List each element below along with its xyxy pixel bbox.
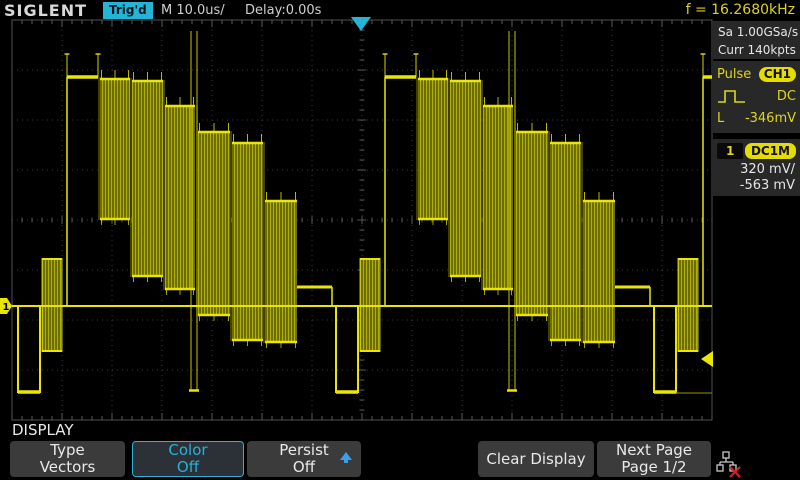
brand-logo: SIGLENT	[4, 1, 88, 20]
softkey-label: Type	[50, 441, 85, 459]
softkey-value: Vectors	[39, 458, 96, 476]
svg-text:1: 1	[3, 302, 10, 313]
softkey-label: Next Page	[615, 441, 693, 459]
trigger-position-marker[interactable]	[351, 17, 371, 31]
scope-markers: 1	[0, 17, 713, 367]
trigger-coupling: DC	[776, 88, 796, 104]
error-cross-icon	[729, 466, 741, 478]
softkey-type-vectors[interactable]: Type Vectors	[10, 441, 125, 477]
top-status-bar: SIGLENT Trig'd M 10.0us/ Delay:0.00s f =…	[0, 0, 800, 20]
lan-disconnected-icon	[716, 451, 741, 478]
frequency-counter: f = 16.2680kHz	[685, 2, 795, 18]
ch1-waveform	[12, 31, 712, 394]
trigger-level-value: -346mV	[744, 110, 796, 126]
softkey-label: Color	[168, 441, 208, 459]
softkey-clear-display[interactable]: Clear Display	[478, 441, 594, 477]
trigger-status-badge: Trig'd	[103, 2, 153, 19]
acquisition-info-box: Sa 1.00GSa/s Curr 140kpts	[713, 21, 800, 59]
softkey-next-page[interactable]: Next Page Page 1/2	[597, 441, 711, 477]
softkey-label: Persist	[279, 441, 329, 459]
timebase-readout: M 10.0us/	[161, 3, 225, 18]
channel-offset: -563 mV	[739, 178, 795, 193]
delay-readout: Delay:0.00s	[245, 3, 322, 18]
channel-coupling-badge: DC1M	[744, 143, 796, 159]
trigger-type: Pulse	[717, 66, 752, 82]
channel-number-badge: 1	[717, 143, 744, 159]
channel-info-box[interactable]: 1 DC1M 320 mV/ -563 mV	[713, 139, 800, 196]
channel1-position-marker[interactable]: 1	[0, 298, 12, 314]
softkey-value: Page 1/2	[621, 458, 687, 476]
softkey-label: Clear Display	[486, 449, 586, 468]
menu-title: DISPLAY	[12, 421, 74, 439]
trigger-level-marker[interactable]	[701, 351, 713, 367]
channel-scale: 320 mV/	[740, 162, 795, 177]
up-arrow-icon	[340, 452, 352, 463]
trigger-level-label: L	[717, 110, 725, 126]
softkey-value: Off	[292, 458, 316, 476]
softkey-value: Off	[176, 458, 200, 476]
softkey-color-off[interactable]: Color Off	[132, 441, 244, 477]
trigger-info-box: Pulse CH1 DC L -346mV	[713, 61, 800, 133]
pulse-waveform-icon	[718, 89, 745, 103]
memory-depth: Curr 140kpts	[718, 43, 796, 57]
sample-rate: Sa 1.00GSa/s	[718, 25, 799, 39]
softkey-persist-off[interactable]: Persist Off	[247, 441, 361, 477]
trigger-source-badge: CH1	[758, 66, 796, 82]
